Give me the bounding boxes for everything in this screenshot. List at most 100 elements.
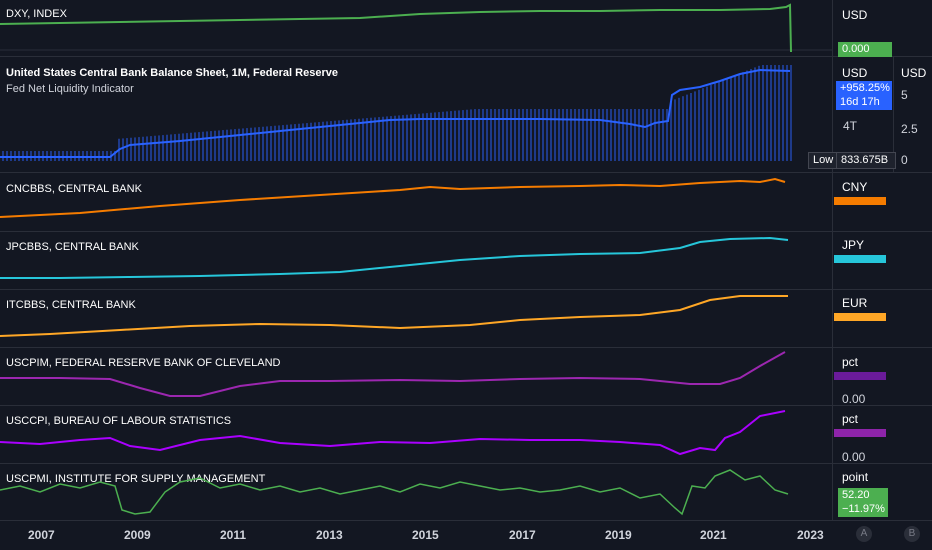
x-axis-label-2011: 2011 xyxy=(220,528,247,542)
fed-histogram-bar xyxy=(198,132,200,161)
fed-histogram-bar xyxy=(422,113,424,161)
fed-right-tick-5: 5 xyxy=(901,88,908,102)
fed-histogram-bar xyxy=(578,109,580,161)
fed-histogram-bar xyxy=(310,122,312,161)
cn-unit: CNY xyxy=(842,180,868,194)
fed-histogram-bar xyxy=(510,109,512,161)
fed-right-tick-0: 0 xyxy=(901,153,908,167)
auto-scale-button[interactable]: A xyxy=(856,526,872,542)
fed-histogram-bar xyxy=(330,121,332,161)
fed-histogram-bar xyxy=(370,117,372,161)
fed-histogram-bar xyxy=(142,136,144,161)
fed-histogram-bar xyxy=(410,114,412,161)
dxy-chart xyxy=(0,3,832,53)
fed-histogram-bar xyxy=(270,126,272,161)
fed-histogram-bar xyxy=(746,70,748,161)
fed-histogram-bar xyxy=(178,133,180,161)
fed-change-tag: +958.25% xyxy=(836,81,892,96)
fed-low-label: Low xyxy=(808,152,839,169)
fed-histogram-bar xyxy=(450,111,452,161)
pmi-title: USCPMI, INSTITUTE FOR SUPPLY MANAGEMENT xyxy=(6,473,266,485)
fed-histogram-bar xyxy=(326,121,328,161)
fed-histogram-bar xyxy=(434,112,436,161)
fed-histogram-bar xyxy=(238,128,240,161)
jp-unit: JPY xyxy=(842,238,865,252)
fed-histogram-bar xyxy=(654,109,656,161)
fed-histogram-bar xyxy=(618,109,620,161)
price-scale-border xyxy=(832,0,833,520)
x-axis-label-2019: 2019 xyxy=(605,528,632,542)
fed-histogram-bar xyxy=(442,111,444,161)
it-chart xyxy=(0,295,788,337)
dxy-unit: USD xyxy=(842,8,868,22)
fed-histogram-bar xyxy=(530,109,532,161)
fed-histogram-bar xyxy=(154,135,156,161)
fed-unit-secondary: USD xyxy=(901,66,927,80)
fed-histogram-bar xyxy=(478,109,480,161)
fed-histogram-bar xyxy=(218,130,220,161)
fed-histogram-bar xyxy=(282,125,284,161)
fed-histogram-bar xyxy=(538,109,540,161)
fed-histogram-bar xyxy=(186,133,188,161)
pane-separator xyxy=(0,56,932,57)
fed-pane[interactable]: United States Central Bank Balance Sheet… xyxy=(0,57,839,172)
fed-histogram-bar xyxy=(622,109,624,161)
fed-histogram-bar xyxy=(554,109,556,161)
fed-histogram-bar xyxy=(158,135,160,161)
fed-histogram-bar xyxy=(606,109,608,161)
fed-histogram-bar xyxy=(194,132,196,161)
fed-histogram-bar xyxy=(350,119,352,161)
fed-histogram-bar xyxy=(290,124,292,161)
pane-separator xyxy=(0,231,932,232)
fed-histogram-bar xyxy=(762,65,764,161)
fed-histogram-bar xyxy=(414,114,416,161)
cn-pane[interactable]: CNCBBS, CENTRAL BANK xyxy=(0,173,832,231)
fed-histogram-bar xyxy=(346,119,348,161)
fed-histogram-bar xyxy=(722,80,724,161)
fed-histogram-bar xyxy=(174,134,176,161)
jp-chart xyxy=(0,236,789,279)
pim-pane[interactable]: USCPIM, FEDERAL RESERVE BANK OF CLEVELAN… xyxy=(0,348,832,405)
fed-histogram-bar xyxy=(254,127,256,161)
dxy-pane[interactable]: DXY, INDEX xyxy=(0,0,832,56)
pmi-line xyxy=(0,469,789,516)
fed-histogram-bar xyxy=(458,110,460,161)
pane-separator xyxy=(0,172,932,173)
it-pane[interactable]: ITCBBS, CENTRAL BANK xyxy=(0,290,832,347)
x-axis-label-2007: 2007 xyxy=(28,528,55,542)
cpi-pane[interactable]: USCCPI, BUREAU OF LABOUR STATISTICS xyxy=(0,406,832,463)
fed-histogram-bar xyxy=(690,93,692,161)
fed-histogram-bar xyxy=(526,109,528,161)
fed-histogram-bar xyxy=(342,120,344,161)
log-scale-button[interactable]: B xyxy=(904,526,920,542)
fed-histogram-bar xyxy=(730,77,732,161)
fed-histogram-bar xyxy=(638,109,640,161)
fed-histogram-bar xyxy=(734,75,736,161)
fed-histogram-bar xyxy=(662,109,664,161)
fed-histogram-bar xyxy=(758,65,760,161)
fed-histogram-bar xyxy=(226,129,228,161)
fed-histogram-bar xyxy=(522,109,524,161)
fed-histogram-bar xyxy=(494,109,496,161)
fed-histogram-bar xyxy=(262,126,264,161)
x-axis-label-2015: 2015 xyxy=(412,528,439,542)
cn-chart xyxy=(0,177,786,218)
cpi-chart xyxy=(0,410,786,456)
pmi-pane[interactable]: USCPMI, INSTITUTE FOR SUPPLY MANAGEMENT xyxy=(0,464,832,520)
fed-histogram-bar xyxy=(210,131,212,161)
fed-histogram-bar xyxy=(278,125,280,161)
fed-histogram-bar xyxy=(382,116,384,161)
fed-histogram-bar xyxy=(426,113,428,161)
cn-line xyxy=(0,177,786,218)
fed-histogram-bar xyxy=(726,78,728,161)
fed-histogram-bar xyxy=(398,115,400,161)
fed-histogram-bar xyxy=(454,110,456,161)
fed-histogram-bar xyxy=(294,124,296,161)
fed-histogram-bar xyxy=(714,83,716,161)
fed-tick-4t: 4T xyxy=(843,119,858,133)
jp-pane[interactable]: JPCBBS, CENTRAL BANK xyxy=(0,232,832,289)
fed-histogram-bar xyxy=(594,109,596,161)
fed-histogram-bar xyxy=(446,111,448,161)
fed-histogram-bar xyxy=(214,130,216,161)
fed-histogram-bar xyxy=(766,65,768,161)
